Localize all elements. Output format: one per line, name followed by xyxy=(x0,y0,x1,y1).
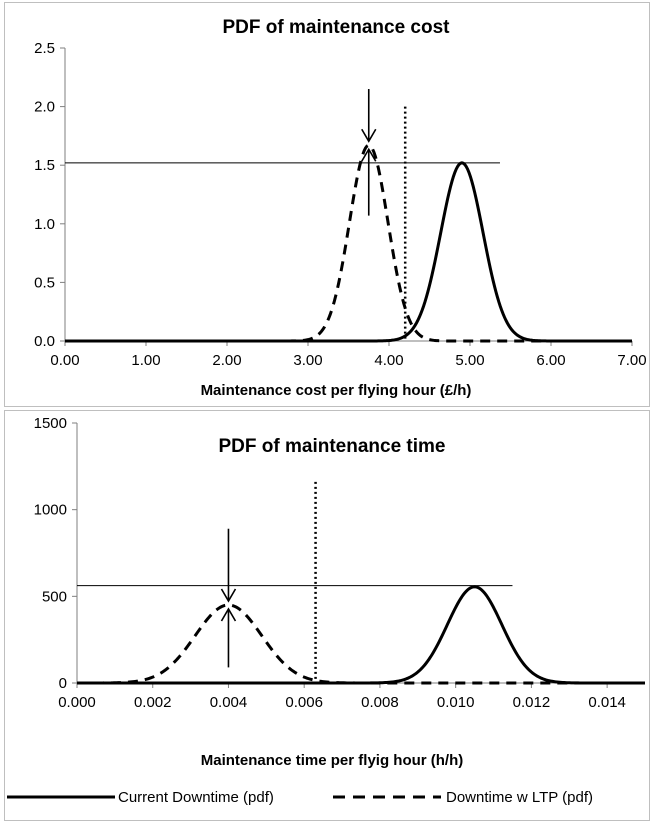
y-tick-label: 1.5 xyxy=(34,157,55,174)
cost-pdf-chart: PDF of maintenance cost Maintenance cost… xyxy=(34,17,646,399)
series-current-curve xyxy=(77,585,645,685)
x-tick-label: 0.004 xyxy=(210,694,248,711)
x-tick-label: 0.00 xyxy=(50,352,79,369)
y-tick-label: 500 xyxy=(42,588,67,605)
x-tick-label: 5.00 xyxy=(455,352,484,369)
y-tick-label: 2.0 xyxy=(34,99,55,116)
x-tick-label: 0.000 xyxy=(58,694,96,711)
x-tick-label: 4.00 xyxy=(374,352,403,369)
y-tick-label: 1.0 xyxy=(34,216,55,233)
x-tick-label: 6.00 xyxy=(536,352,565,369)
legend-label-current: Current Downtime (pdf) xyxy=(118,789,274,806)
x-tick-label: 0.012 xyxy=(513,694,551,711)
arrow-down-icon xyxy=(361,128,377,143)
legend: Current Downtime (pdf) Downtime w LTP (p… xyxy=(7,789,593,806)
time-pdf-chart: PDF of maintenance time Maintenance time… xyxy=(7,415,645,806)
chart-title: PDF of maintenance time xyxy=(219,436,446,457)
cost-chart-panel: PDF of maintenance cost Maintenance cost… xyxy=(4,2,650,407)
x-axis-label: Maintenance cost per flying hour (£/h) xyxy=(201,382,472,399)
x-tick-label: 1.00 xyxy=(131,352,160,369)
x-tick-label: 0.008 xyxy=(361,694,399,711)
y-tick-label: 1000 xyxy=(34,502,67,519)
x-tick-label: 0.006 xyxy=(285,694,323,711)
y-tick-label: 2.5 xyxy=(34,40,55,57)
y-tick-label: 0.5 xyxy=(34,274,55,291)
x-tick-label: 2.00 xyxy=(212,352,241,369)
x-tick-label: 0.014 xyxy=(588,694,626,711)
chart-title: PDF of maintenance cost xyxy=(223,17,451,38)
x-tick-label: 0.002 xyxy=(134,694,172,711)
x-axis-label: Maintenance time per flyig hour (h/h) xyxy=(201,752,464,769)
y-tick-label: 0 xyxy=(59,675,67,692)
x-tick-label: 3.00 xyxy=(293,352,322,369)
x-tick-label: 0.010 xyxy=(437,694,475,711)
y-tick-label: 0.0 xyxy=(34,333,55,350)
arrow-up-icon xyxy=(220,607,237,622)
time-chart-panel: PDF of maintenance time Maintenance time… xyxy=(4,410,650,821)
x-tick-label: 7.00 xyxy=(617,352,646,369)
arrow-down-icon xyxy=(220,588,237,603)
legend-label-ltp: Downtime w LTP (pdf) xyxy=(446,789,593,806)
series-current-curve xyxy=(65,161,632,343)
series-ltp-curve xyxy=(65,143,632,343)
arrow-up-icon xyxy=(361,147,377,162)
y-tick-label: 1500 xyxy=(34,415,67,432)
series-ltp-curve xyxy=(77,603,645,685)
